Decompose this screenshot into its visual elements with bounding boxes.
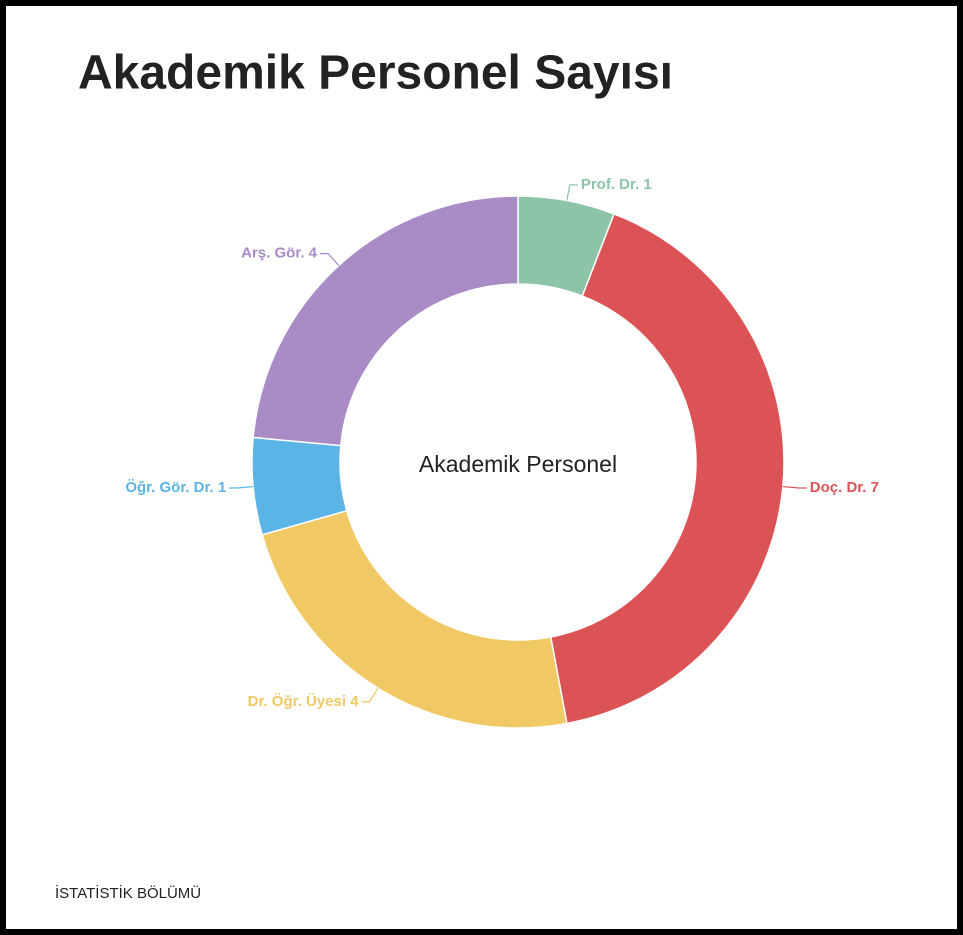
- donut-slice: [549, 212, 785, 725]
- slice-label: Doç. Dr. 7: [810, 479, 879, 496]
- leader-line: [782, 485, 807, 489]
- slice-label-value: 7: [871, 479, 879, 496]
- slice-label-value: 4: [309, 245, 318, 262]
- donut-slice: [261, 509, 568, 729]
- slice-label: Prof. Dr. 1: [581, 176, 652, 193]
- center-label: Akademik Personel: [419, 451, 617, 477]
- donut-slice: [252, 195, 519, 447]
- slice-label-category: Arş. Gör.: [241, 245, 304, 262]
- slice-label-value: 1: [643, 176, 651, 193]
- leader-line: [361, 687, 379, 703]
- leader-line: [229, 485, 254, 489]
- footer: İSTATİSTİK BÖLÜMÜ: [55, 884, 201, 902]
- slice-label-category: Öğr. Gör. Dr.: [125, 479, 213, 496]
- slice-label-value: 4: [350, 693, 359, 710]
- leader-line: [566, 184, 578, 201]
- slice-label-value: 1: [218, 479, 226, 496]
- slice-label: Öğr. Gör. Dr. 1: [125, 479, 226, 496]
- slice-label: Dr. Öğr. Üyesi 4: [248, 693, 360, 710]
- slice-label: Arş. Gör. 4: [241, 245, 318, 262]
- leader-line: [320, 252, 340, 266]
- slice-label-category: Dr. Öğr. Üyesi: [248, 693, 346, 710]
- slice-label-category: Doç. Dr.: [810, 479, 867, 496]
- chart-title: Akademik Personel Sayısı: [78, 47, 673, 100]
- slice-label-category: Prof. Dr.: [581, 176, 639, 193]
